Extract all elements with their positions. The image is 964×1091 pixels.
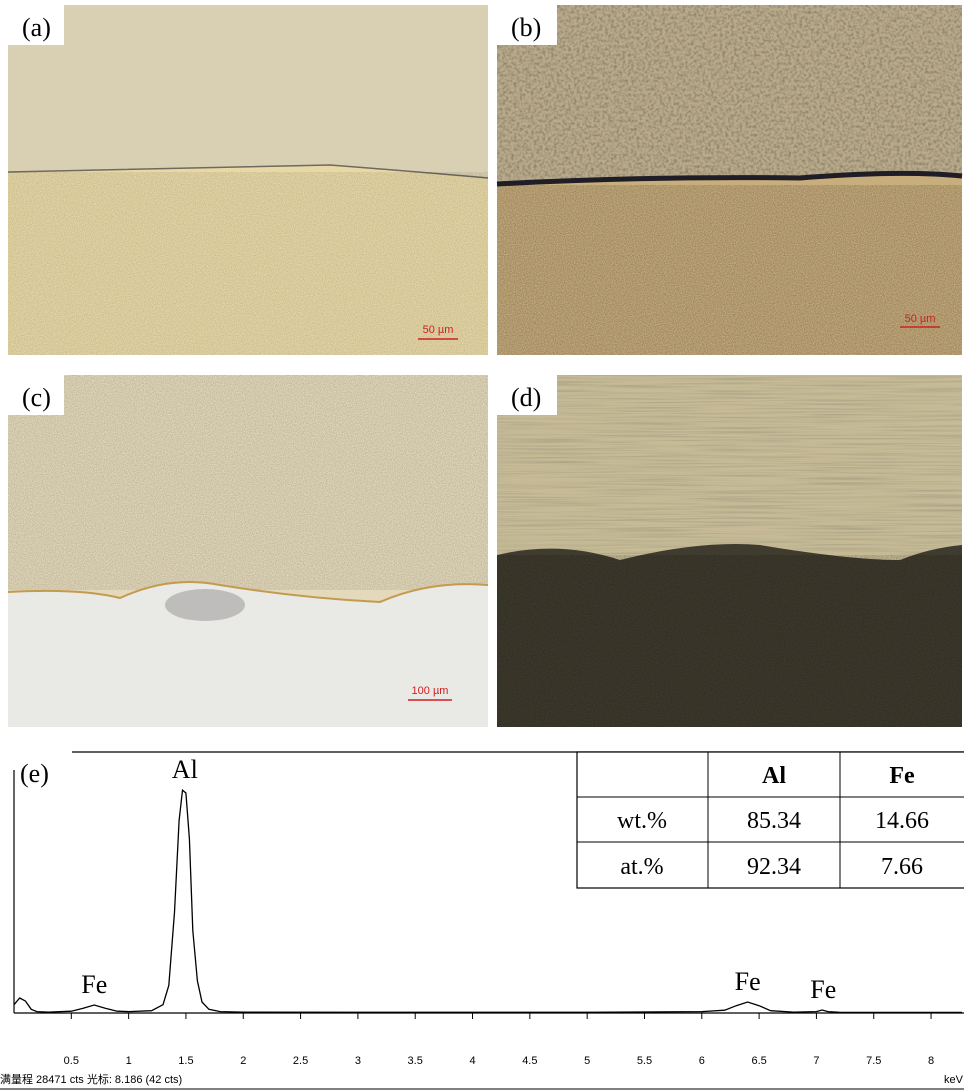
x-tick-label: 8 [928, 1055, 934, 1067]
table-cell: 7.66 [881, 854, 923, 880]
x-tick-label: 7 [813, 1055, 819, 1067]
figure: 50 µm (a) 50 µm (b) 100 µm (c) (d) [0, 0, 964, 1091]
x-tick-label: 0.5 [64, 1055, 79, 1067]
micrograph-b: 50 µm (b) [497, 5, 962, 355]
scale-bar: 50 µm [905, 313, 936, 325]
x-tick-label: 5.5 [637, 1055, 652, 1067]
table-header: Fe [889, 763, 915, 789]
panel-label: (a) [22, 13, 51, 42]
x-tick-label: 5 [584, 1055, 590, 1067]
x-tick-label: 7.5 [866, 1055, 881, 1067]
table-cell: 92.34 [747, 854, 801, 880]
x-tick-label: 3.5 [408, 1055, 423, 1067]
table-header: Al [762, 763, 786, 789]
peak-label: Fe [735, 967, 761, 996]
panel-label: (d) [511, 383, 541, 412]
table: Al Fe wt.% 85.34 14.66 at.% 92.34 7.66 [577, 752, 964, 888]
footer: 满量程 28471 cts 光标: 8.186 (42 cts) [0, 1072, 182, 1086]
scale-bar: 50 µm [423, 324, 454, 336]
x-tick-label: 1.5 [178, 1055, 193, 1067]
micrograph-d: (d) [497, 375, 962, 727]
table-cell: 14.66 [875, 808, 929, 834]
peak-label: Al [172, 755, 198, 784]
x-tick-label: 1 [126, 1055, 132, 1067]
x-tick-label: 2 [240, 1055, 246, 1067]
peak-label: Fe [810, 975, 836, 1004]
x-tick-label: 2.5 [293, 1055, 308, 1067]
scale-bar: 100 µm [412, 685, 449, 697]
micrograph-c: 100 µm (c) [8, 375, 488, 727]
panel-label: (c) [22, 383, 51, 412]
table-cell: 85.34 [747, 808, 801, 834]
panel-label: (e) [20, 759, 49, 788]
x-unit: keV [944, 1074, 964, 1086]
x-tick-label: 4 [469, 1055, 475, 1067]
table-cell: wt.% [617, 808, 667, 834]
x-tick-label: 3 [355, 1055, 361, 1067]
x-tick-label: 6.5 [751, 1055, 766, 1067]
x-tick-label: 6 [699, 1055, 705, 1067]
panel-label: (b) [511, 13, 541, 42]
x-tick-label: 4.5 [522, 1055, 537, 1067]
peak-label: Fe [81, 970, 107, 999]
page: 50 µm (a) 50 µm (b) 100 µm (c) (d) [0, 0, 964, 1091]
table-cell: at.% [620, 854, 663, 880]
micrograph-a: 50 µm (a) [8, 5, 488, 355]
